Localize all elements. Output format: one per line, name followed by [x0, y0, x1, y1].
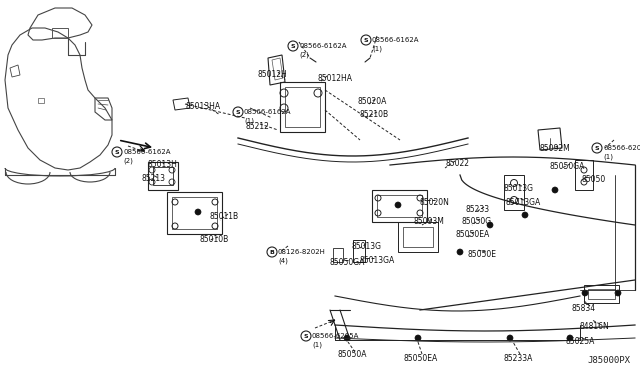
Text: 08566-6205A: 08566-6205A: [603, 145, 640, 151]
Text: 08566-6205A: 08566-6205A: [312, 333, 360, 339]
Text: 85212: 85212: [246, 122, 270, 131]
Bar: [280, 82, 325, 132]
Text: 08566-6162A: 08566-6162A: [372, 37, 419, 43]
Text: 85025A: 85025A: [566, 337, 595, 346]
Text: 85834: 85834: [571, 304, 595, 313]
Circle shape: [195, 209, 201, 215]
Circle shape: [582, 290, 588, 296]
Text: 85013G: 85013G: [351, 242, 381, 251]
Text: 84816N: 84816N: [580, 322, 610, 331]
Text: 85012H: 85012H: [258, 70, 288, 79]
Circle shape: [233, 107, 243, 117]
Text: (1): (1): [312, 341, 322, 347]
Text: 85213: 85213: [141, 174, 165, 183]
Text: 85233: 85233: [466, 205, 490, 214]
Bar: [584, 285, 619, 303]
Text: (2): (2): [123, 157, 133, 164]
Text: 08566-6162A: 08566-6162A: [299, 43, 346, 49]
Circle shape: [267, 247, 277, 257]
Text: 85050EA: 85050EA: [404, 354, 438, 363]
Circle shape: [522, 212, 528, 218]
Bar: [353, 240, 365, 262]
Bar: [153, 167, 173, 185]
Text: 85013H: 85013H: [148, 160, 178, 169]
Text: (1): (1): [244, 117, 254, 124]
Text: (1): (1): [603, 153, 613, 160]
Text: 85050: 85050: [582, 175, 606, 184]
Circle shape: [301, 331, 311, 341]
Text: 08126-8202H: 08126-8202H: [278, 249, 326, 255]
Bar: [333, 248, 343, 262]
Bar: [148, 162, 178, 190]
Text: (2): (2): [299, 51, 309, 58]
Text: 85011B: 85011B: [210, 212, 239, 221]
Text: S: S: [236, 109, 240, 115]
Text: 85092M: 85092M: [540, 144, 571, 153]
Bar: [504, 175, 524, 210]
Circle shape: [487, 222, 493, 228]
Circle shape: [457, 249, 463, 255]
Text: 85210B: 85210B: [360, 110, 389, 119]
Circle shape: [615, 290, 621, 296]
Text: S: S: [595, 145, 599, 151]
Text: 08566-6162A: 08566-6162A: [123, 149, 170, 155]
Circle shape: [592, 143, 602, 153]
Text: 85020A: 85020A: [358, 97, 387, 106]
Bar: [372, 190, 427, 222]
Text: 85013GA: 85013GA: [360, 256, 396, 265]
Bar: [285, 87, 320, 127]
Text: 85022: 85022: [445, 159, 469, 168]
Circle shape: [567, 335, 573, 341]
Bar: [172, 197, 217, 229]
Text: 85050GA: 85050GA: [330, 258, 365, 267]
Text: 85020N: 85020N: [420, 198, 450, 207]
Text: 85050E: 85050E: [468, 250, 497, 259]
Text: S: S: [364, 38, 368, 42]
Text: 08566-6162A: 08566-6162A: [244, 109, 291, 115]
Bar: [398, 222, 438, 252]
Bar: [377, 195, 422, 217]
Circle shape: [395, 202, 401, 208]
Circle shape: [415, 335, 421, 341]
Circle shape: [361, 35, 371, 45]
Text: 85050G: 85050G: [462, 217, 492, 226]
Bar: [403, 227, 433, 247]
Bar: [575, 160, 593, 190]
Text: 85013G: 85013G: [504, 184, 534, 193]
Text: (1): (1): [372, 45, 382, 51]
Bar: [167, 192, 222, 234]
Circle shape: [344, 335, 350, 341]
Text: 85050A: 85050A: [338, 350, 367, 359]
Text: 85050GA: 85050GA: [550, 162, 586, 171]
Text: 85013HA: 85013HA: [185, 102, 220, 111]
Text: 85050EA: 85050EA: [456, 230, 490, 239]
Text: 85012HA: 85012HA: [318, 74, 353, 83]
Bar: [588, 289, 615, 299]
Text: 85093M: 85093M: [414, 217, 445, 226]
Circle shape: [112, 147, 122, 157]
Circle shape: [552, 187, 558, 193]
Circle shape: [507, 335, 513, 341]
Text: S: S: [115, 150, 119, 154]
Text: S: S: [291, 44, 295, 48]
Text: 85233A: 85233A: [503, 354, 532, 363]
Text: B: B: [269, 250, 275, 254]
Text: 85010B: 85010B: [200, 235, 229, 244]
Text: J85000PX: J85000PX: [587, 356, 630, 365]
Text: S: S: [304, 334, 308, 339]
Circle shape: [288, 41, 298, 51]
Text: (4): (4): [278, 257, 288, 263]
Text: 85013GA: 85013GA: [505, 198, 540, 207]
